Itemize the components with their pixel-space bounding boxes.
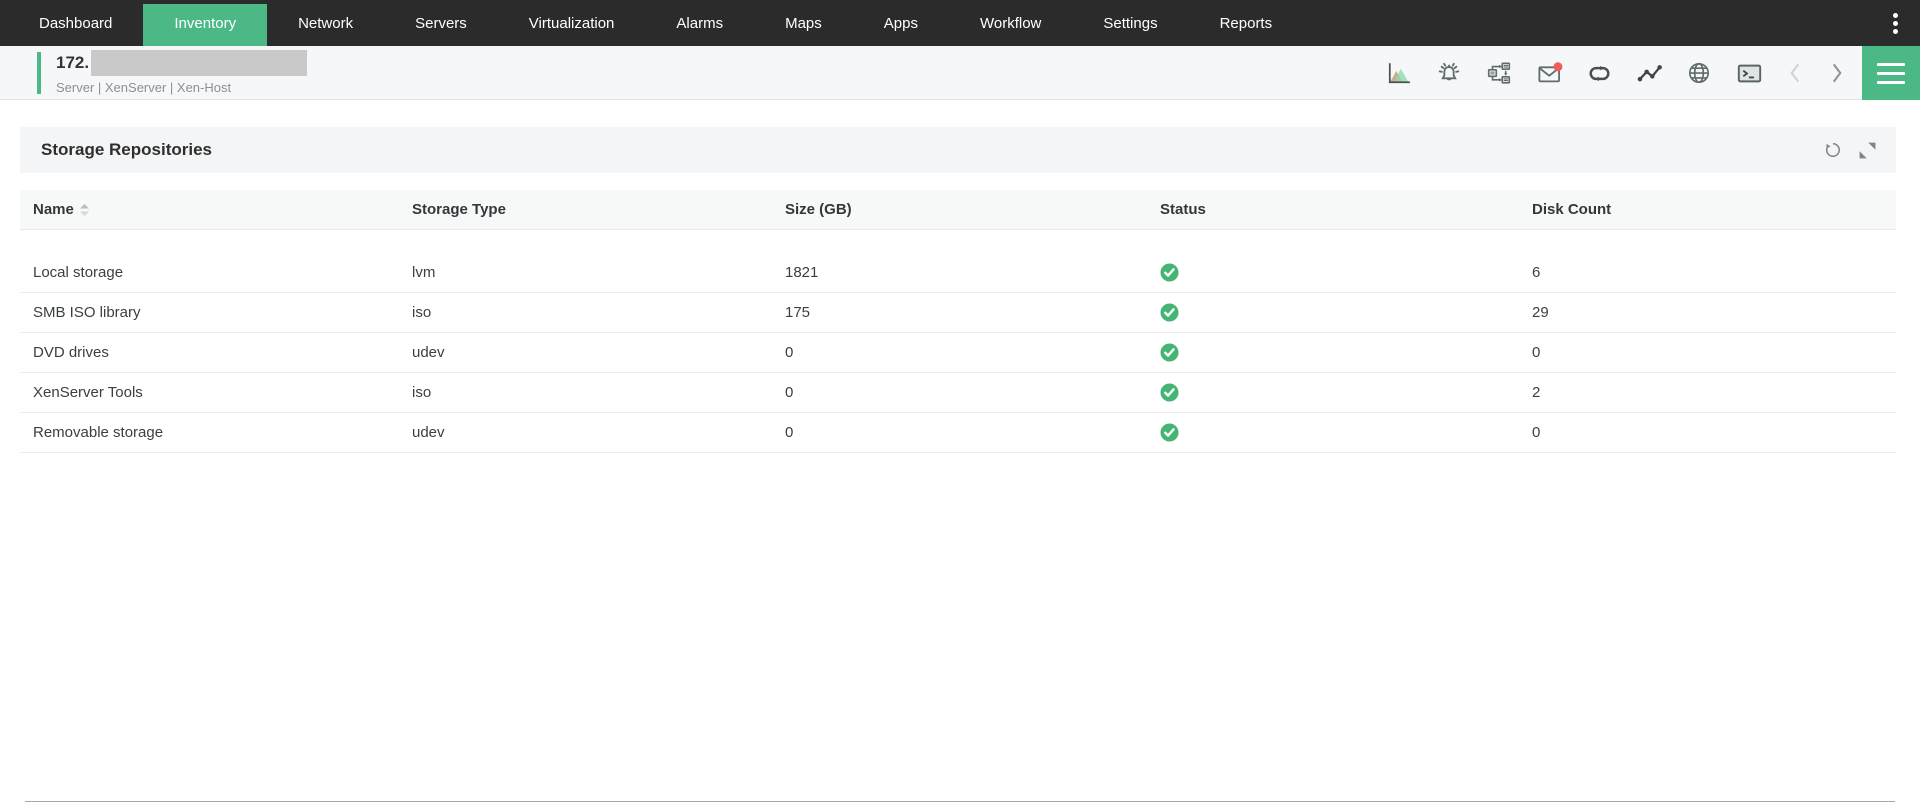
cell-disk-count: 29 — [1532, 304, 1549, 321]
panel-title: Storage Repositories — [41, 140, 212, 159]
status-ok-icon — [1160, 303, 1532, 322]
cell-storage-type: iso — [412, 304, 432, 321]
status-ok-icon — [1160, 343, 1532, 362]
device-subtitle: Server | XenServer | Xen-Host — [56, 80, 232, 95]
table-row[interactable]: Local storage lvm 1821 6 — [20, 253, 1896, 293]
cell-size-gb: 0 — [785, 344, 794, 361]
device-header: 172. Server | XenServer | Xen-Host — [0, 46, 1920, 100]
nav-item-inventory[interactable]: Inventory — [143, 0, 268, 46]
column-header-label: Status — [1160, 201, 1206, 218]
cell-disk-count: 0 — [1532, 344, 1541, 361]
cell-storage-type: lvm — [412, 264, 436, 281]
status-ok-icon — [1160, 263, 1532, 282]
nav-item-apps[interactable]: Apps — [883, 14, 918, 32]
nav-item-settings[interactable]: Settings — [1103, 14, 1158, 32]
device-accent-bar — [37, 52, 41, 94]
cell-disk-count: 0 — [1532, 424, 1541, 441]
mail-notification-icon[interactable] — [1524, 46, 1574, 100]
table-header-row: Name Storage Type Size (GB) Status Disk Coun… — [20, 190, 1896, 230]
device-title-redacted — [91, 50, 308, 76]
nav-item-maps[interactable]: Maps — [785, 14, 822, 32]
device-title: 172. — [56, 53, 90, 72]
cell-disk-count: 6 — [1532, 264, 1541, 281]
storage-table: Name Storage Type Size (GB) Status Disk Coun… — [20, 190, 1896, 453]
table-row[interactable]: SMB ISO library iso 175 29 — [20, 293, 1896, 333]
column-header-size-gb[interactable]: Size (GB) — [785, 201, 1160, 218]
nav-item-dashboard[interactable]: Dashboard — [39, 14, 113, 32]
cell-disk-count: 2 — [1532, 384, 1541, 401]
expand-icon[interactable] — [1850, 127, 1884, 173]
chevron-right-icon[interactable] — [1816, 46, 1858, 100]
nav-items: Dashboard Inventory Network Servers Virtuali… — [8, 0, 1303, 46]
column-header-label: Name — [33, 201, 74, 218]
table-body: Local storage lvm 1821 6 SMB ISO library iso 1… — [20, 253, 1896, 453]
cell-size-gb: 0 — [785, 424, 794, 441]
nav-item-network[interactable]: Network — [298, 14, 354, 32]
cell-size-gb: 0 — [785, 384, 794, 401]
column-header-name[interactable]: Name — [33, 201, 412, 218]
cell-storage-type: udev — [412, 344, 445, 361]
nav-item-servers[interactable]: Servers — [415, 14, 467, 32]
terminal-icon[interactable] — [1724, 46, 1774, 100]
alarm-bell-icon[interactable] — [1424, 46, 1474, 100]
globe-icon[interactable] — [1674, 46, 1724, 100]
table-row[interactable]: DVD drives udev 0 0 — [20, 333, 1896, 373]
column-header-label: Disk Count — [1532, 201, 1612, 218]
cell-size-gb: 175 — [785, 304, 811, 321]
column-header-label: Storage Type — [412, 201, 506, 218]
nav-item-reports[interactable]: Reports — [1219, 14, 1273, 32]
overflow-menu-icon[interactable] — [1884, 0, 1906, 46]
chevron-left-icon[interactable] — [1774, 46, 1816, 100]
line-graph-icon[interactable] — [1624, 46, 1674, 100]
cell-name: Removable storage — [33, 424, 164, 441]
panel-header: Storage Repositories — [20, 127, 1896, 173]
device-block: 172. Server | XenServer | Xen-Host — [37, 50, 308, 95]
column-header-status[interactable]: Status — [1160, 201, 1532, 218]
hamburger-menu-button[interactable] — [1862, 46, 1920, 100]
nav-item-workflow[interactable]: Workflow — [979, 14, 1042, 32]
main-nav: Dashboard Inventory Network Servers Virtuali… — [0, 0, 1920, 46]
sort-indicator-icon — [79, 203, 89, 216]
nav-item-alarms[interactable]: Alarms — [676, 14, 724, 32]
column-header-storage-type[interactable]: Storage Type — [412, 201, 785, 218]
device-toolbar — [1374, 46, 1858, 100]
column-header-label: Size (GB) — [785, 201, 852, 218]
status-ok-icon — [1160, 423, 1532, 442]
cell-storage-type: iso — [412, 384, 432, 401]
cell-storage-type: udev — [412, 424, 445, 441]
column-header-disk-count[interactable]: Disk Count — [1532, 201, 1896, 218]
refresh-icon[interactable] — [1816, 127, 1850, 173]
performance-chart-icon[interactable] — [1374, 46, 1424, 100]
table-row[interactable]: XenServer Tools iso 0 2 — [20, 373, 1896, 413]
status-ok-icon — [1160, 383, 1532, 402]
cell-name: DVD drives — [33, 344, 109, 361]
cell-name: Local storage — [33, 264, 124, 281]
workflow-icon[interactable] — [1474, 46, 1524, 100]
storage-repositories-panel: Storage Repositories Name Storage Type Siz… — [20, 127, 1896, 453]
cell-name: XenServer Tools — [33, 384, 143, 401]
table-row[interactable]: Removable storage udev 0 0 — [20, 413, 1896, 453]
link-loop-icon[interactable] — [1574, 46, 1624, 100]
notification-dot — [1552, 61, 1562, 71]
bottom-divider — [25, 801, 1895, 802]
cell-size-gb: 1821 — [785, 264, 819, 281]
nav-item-virtualization[interactable]: Virtualization — [528, 14, 615, 32]
cell-name: SMB ISO library — [33, 304, 141, 321]
